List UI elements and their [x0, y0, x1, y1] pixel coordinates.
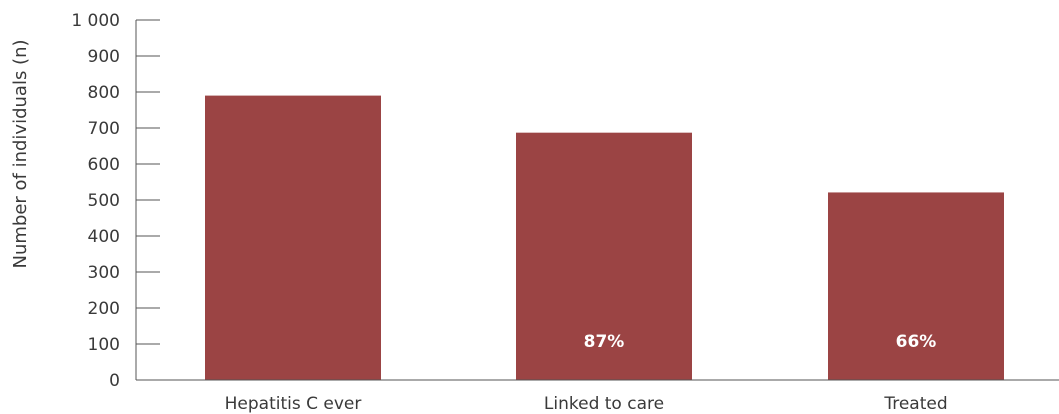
x-category-label: Linked to care — [544, 394, 664, 414]
y-tick-label: 300 — [88, 263, 120, 283]
y-tick-label: 800 — [88, 83, 120, 103]
x-category-label: Treated — [883, 394, 947, 414]
y-tick-label: 700 — [88, 119, 120, 139]
y-tick-label: 600 — [88, 155, 120, 175]
bars-group: 87% 66% — [205, 95, 1004, 380]
y-axis-title: Number of individuals (n) — [10, 39, 31, 268]
y-tick-label: 0 — [109, 371, 120, 391]
y-tick-label: 100 — [88, 335, 120, 355]
x-category-label: Hepatitis C ever — [225, 394, 362, 414]
y-tick-label: 1 000 — [71, 11, 120, 31]
y-tick-label: 900 — [88, 47, 120, 67]
bar — [828, 192, 1004, 380]
y-tick-label: 400 — [88, 227, 120, 247]
y-tick-label: 200 — [88, 299, 120, 319]
x-axis: Hepatitis C ever Linked to care Treated — [136, 379, 1059, 414]
bar — [205, 95, 381, 380]
y-tick-label: 500 — [88, 191, 120, 211]
bar-data-label: 66% — [896, 332, 937, 352]
bar-data-label: 87% — [584, 332, 625, 352]
y-axis: 0 100 200 300 400 500 600 700 800 900 1 000 — [71, 11, 160, 391]
bar — [516, 132, 692, 380]
